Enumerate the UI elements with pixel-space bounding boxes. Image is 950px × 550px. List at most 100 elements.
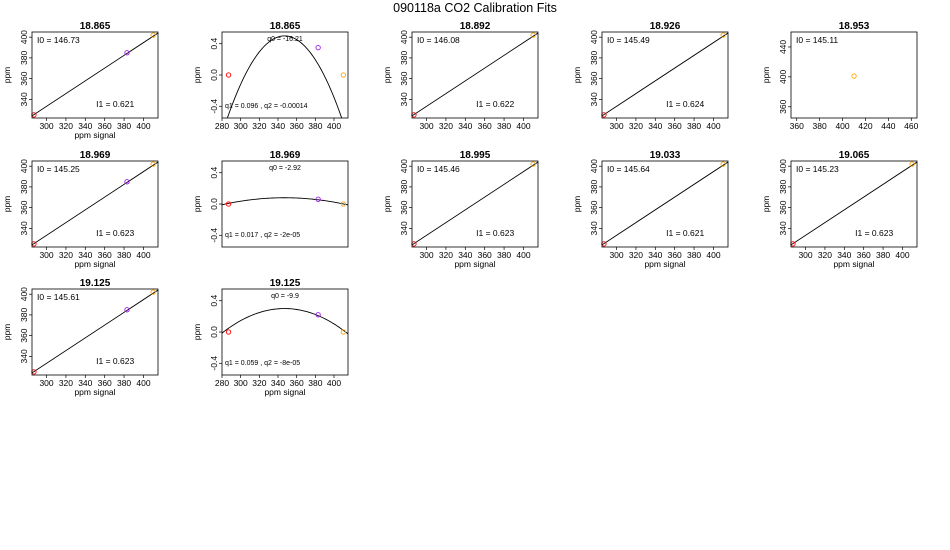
x-tick-label: 340 bbox=[837, 250, 851, 260]
data-point-mid bbox=[315, 312, 321, 318]
y-tick-label: 0.0 bbox=[209, 69, 219, 81]
x-tick-label: 380 bbox=[687, 121, 701, 131]
chart-panel-8: 18.995 300 320 340 360 380 400 340 360 380 400 ppm … bbox=[382, 150, 539, 269]
fit-curve bbox=[226, 35, 343, 118]
x-tick-label: 320 bbox=[59, 121, 73, 131]
y-tick-label: -0.4 bbox=[209, 356, 219, 371]
x-axis-label: ppm signal bbox=[74, 130, 115, 140]
x-tick-label: 300 bbox=[39, 378, 53, 388]
y-tick-label: 360 bbox=[589, 200, 599, 214]
y-tick-label: 340 bbox=[19, 349, 29, 363]
panel-title: 19.065 bbox=[839, 150, 870, 161]
data-point-high bbox=[150, 289, 156, 295]
x-tick-label: 300 bbox=[609, 121, 623, 131]
y-axis-label: ppm bbox=[192, 324, 202, 341]
y-tick-label: 380 bbox=[589, 180, 599, 194]
x-tick-label: 420 bbox=[858, 121, 872, 131]
y-tick-label: 380 bbox=[778, 180, 788, 194]
chart-panel-5: 18.953 360 380 400 420 440 460 360 400 440 ppm I0 =… bbox=[761, 21, 919, 131]
main-title: 090118a CO2 Calibration Fits bbox=[393, 1, 557, 15]
panel-title: 18.926 bbox=[650, 21, 681, 32]
fit-line bbox=[412, 32, 538, 117]
panel-title: 18.865 bbox=[80, 21, 111, 32]
x-tick-label: 300 bbox=[39, 121, 53, 131]
panel-annotation: q0 = -16.21 bbox=[267, 36, 303, 43]
panel-title: 18.953 bbox=[839, 21, 870, 32]
data-point-mid bbox=[315, 44, 321, 51]
data-point-high bbox=[530, 32, 536, 38]
panel-grid: 18.865 300 320 340 360 380 400 340 360 380 400 ppm … bbox=[2, 21, 919, 397]
y-axis-label: ppm bbox=[382, 67, 392, 84]
y-tick-label: 360 bbox=[19, 328, 29, 342]
data-point-high bbox=[720, 32, 726, 38]
chart-panel-1: 18.865 300 320 340 360 380 400 340 360 380 400 ppm … bbox=[2, 21, 159, 140]
plot-frame bbox=[601, 31, 729, 119]
chart-panel-12: 19.125 280 300 320 340 360 380 400 -0.4 0.0 0.4 ppm… bbox=[192, 278, 349, 397]
y-tick-label: 400 bbox=[778, 159, 788, 173]
x-tick-label: 320 bbox=[252, 121, 266, 131]
y-tick-label: 360 bbox=[778, 200, 788, 214]
x-tick-label: 360 bbox=[668, 250, 682, 260]
panel-annotation: q1 = 0.017 , q2 = -2e-05 bbox=[225, 232, 300, 239]
x-tick-label: 400 bbox=[136, 250, 150, 260]
x-tick-label: 360 bbox=[790, 121, 804, 131]
panel-title: 19.125 bbox=[80, 278, 111, 289]
chart-panel-11: 19.125 300 320 340 360 380 400 340 360 380 400 ppm … bbox=[2, 278, 159, 397]
x-tick-label: 340 bbox=[78, 250, 92, 260]
x-tick-label: 360 bbox=[98, 378, 112, 388]
y-tick-label: 0.4 bbox=[209, 295, 219, 307]
y-tick-label: 400 bbox=[778, 70, 788, 84]
panel-title: 18.865 bbox=[270, 21, 301, 32]
data-point-high bbox=[340, 201, 346, 207]
y-tick-label: 0.0 bbox=[209, 326, 219, 338]
y-tick-label: 0.4 bbox=[209, 38, 219, 50]
y-tick-label: 380 bbox=[19, 308, 29, 322]
data-point-low bbox=[225, 201, 232, 207]
y-tick-label: 340 bbox=[19, 92, 29, 106]
y-tick-label: 380 bbox=[399, 180, 409, 194]
x-tick-label: 380 bbox=[308, 121, 322, 131]
x-tick-label: 300 bbox=[419, 121, 433, 131]
x-tick-label: 360 bbox=[98, 250, 112, 260]
x-tick-label: 300 bbox=[39, 250, 53, 260]
y-axis-label: ppm bbox=[2, 196, 12, 213]
chart-panel-9: 19.033 300 320 340 360 380 400 340 360 380 400 ppm … bbox=[572, 150, 729, 269]
x-tick-label: 320 bbox=[59, 378, 73, 388]
x-tick-label: 380 bbox=[497, 250, 511, 260]
x-tick-label: 380 bbox=[497, 121, 511, 131]
x-tick-label: 360 bbox=[478, 250, 492, 260]
x-tick-label: 320 bbox=[439, 121, 453, 131]
y-tick-label: 0.0 bbox=[209, 198, 219, 210]
x-tick-label: 440 bbox=[881, 121, 895, 131]
x-tick-label: 320 bbox=[629, 250, 643, 260]
x-axis-label: ppm signal bbox=[74, 387, 115, 397]
y-tick-label: 340 bbox=[399, 221, 409, 235]
plot-frame bbox=[790, 31, 918, 119]
y-tick-label: 440 bbox=[778, 40, 788, 54]
panel-annotation: I1 = 0.623 bbox=[96, 356, 134, 366]
panel-annotation: I0 = 145.64 bbox=[607, 164, 650, 174]
x-tick-label: 300 bbox=[419, 250, 433, 260]
x-tick-label: 400 bbox=[706, 121, 720, 131]
y-tick-label: 400 bbox=[19, 159, 29, 173]
data-point-high bbox=[340, 72, 346, 78]
panel-annotation: I0 = 145.61 bbox=[37, 292, 80, 302]
chart-panel-2: 18.865 280 300 320 340 360 380 400 -0.4 0.0 0.4 ppm… bbox=[192, 21, 349, 131]
x-tick-label: 280 bbox=[215, 378, 229, 388]
x-tick-label: 360 bbox=[290, 121, 304, 131]
x-tick-label: 340 bbox=[648, 250, 662, 260]
y-tick-label: 400 bbox=[19, 30, 29, 44]
x-tick-label: 340 bbox=[78, 378, 92, 388]
x-tick-label: 320 bbox=[818, 250, 832, 260]
chart-panel-3: 18.892 300 320 340 360 380 400 340 360 380 400 ppm I… bbox=[382, 21, 539, 131]
x-tick-label: 340 bbox=[271, 121, 285, 131]
data-point-mid bbox=[124, 307, 130, 313]
chart-panel-6: 18.969 300 320 340 360 380 400 340 360 380 400 ppm … bbox=[2, 150, 159, 269]
panel-annotation: I0 = 145.49 bbox=[607, 35, 650, 45]
fit-line bbox=[32, 289, 158, 374]
data-point-high bbox=[851, 73, 857, 79]
y-axis-label: ppm bbox=[572, 67, 582, 84]
chart-panel-10: 19.065 300 320 340 360 380 400 340 360 380 400 ppm … bbox=[761, 150, 918, 269]
data-point-high bbox=[720, 161, 726, 167]
